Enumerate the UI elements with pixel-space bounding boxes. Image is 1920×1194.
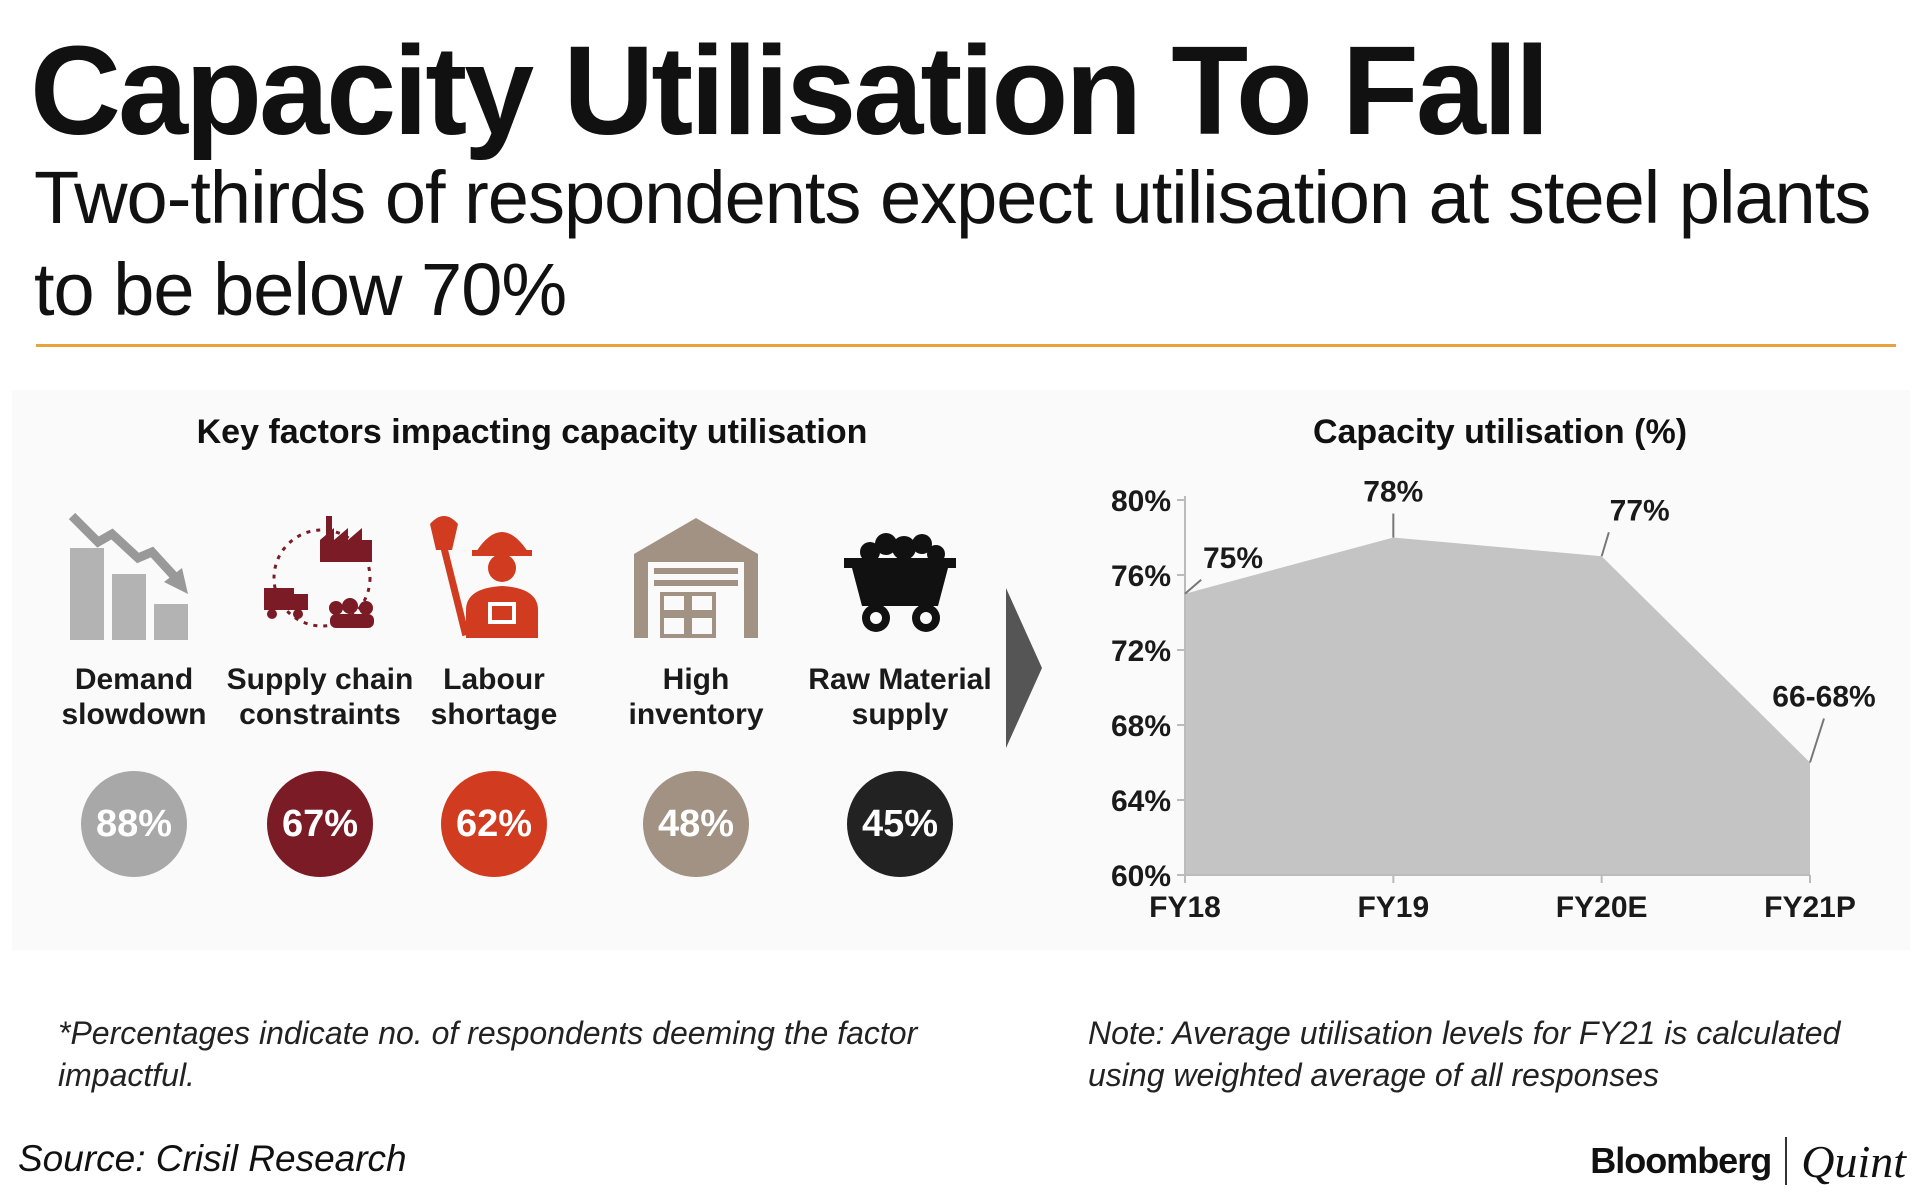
transition-arrow bbox=[1006, 588, 1042, 748]
factor-raw-material: Raw Material supply 45% bbox=[800, 510, 1000, 877]
x-tick-label: FY18 bbox=[1149, 891, 1221, 924]
factors-title: Key factors impacting capacity utilisati… bbox=[196, 413, 868, 451]
factor-percent-badge: 48% bbox=[643, 771, 749, 877]
data-label: 77% bbox=[1610, 494, 1670, 527]
factor-label: Labour shortage bbox=[430, 663, 558, 731]
y-tick-label: 68% bbox=[1111, 710, 1171, 743]
data-label-leader bbox=[1809, 718, 1825, 763]
title-divider bbox=[36, 344, 1896, 347]
x-tick-label: FY20E bbox=[1556, 891, 1648, 924]
data-label: 75% bbox=[1203, 542, 1263, 575]
capacity-area-chart: 60% 64% 68% 72% 76% 80% FY18 FY19 FY20E FY21P 75% 7… bbox=[1111, 476, 1876, 925]
chart-title: Capacity utilisation (%) bbox=[1312, 413, 1688, 451]
y-tick-label: 72% bbox=[1111, 635, 1171, 668]
page-title: Capacity Utilisation To Fall bbox=[30, 20, 1550, 161]
factor-label: Demand slowdown bbox=[61, 663, 207, 731]
factor-percent-badge: 88% bbox=[81, 771, 187, 877]
y-tick-label: 60% bbox=[1111, 860, 1171, 893]
demand-slowdown-icon bbox=[68, 512, 188, 640]
chart-note: Note: Average utilisation levels for FY2… bbox=[1088, 1015, 1841, 1093]
factor-labour-shortage: Labour shortage 62% bbox=[394, 510, 594, 877]
logo-divider bbox=[1785, 1137, 1788, 1185]
y-tick-label: 76% bbox=[1111, 560, 1171, 593]
warehouse-icon bbox=[634, 518, 758, 638]
logo-quint: Quint bbox=[1801, 1135, 1906, 1187]
factor-percent-badge: 45% bbox=[847, 771, 953, 877]
factor-demand-slowdown: Demand slowdown 88% bbox=[34, 510, 234, 877]
x-tick-label: FY19 bbox=[1357, 891, 1429, 924]
factor-label: High inventory bbox=[628, 663, 764, 731]
factors-footnote: *Percentages indicate no. of respondents… bbox=[58, 1015, 918, 1093]
factor-high-inventory: High inventory 48% bbox=[596, 510, 796, 877]
factor-percent-badge: 62% bbox=[441, 771, 547, 877]
factor-supply-chain: Supply chain constraints 67% bbox=[220, 510, 420, 877]
source-credit: Source: Crisil Research bbox=[18, 1138, 407, 1179]
supply-chain-icon bbox=[264, 516, 374, 628]
data-label-leader bbox=[1600, 531, 1610, 557]
page-subtitle: Two-thirds of respondents expect utilisa… bbox=[34, 156, 1871, 331]
coal-cart-icon bbox=[844, 533, 956, 632]
data-label: 78% bbox=[1363, 476, 1423, 509]
factor-percent-badge: 67% bbox=[267, 771, 373, 877]
labour-worker-icon bbox=[430, 516, 538, 638]
x-tick-label: FY21P bbox=[1764, 891, 1856, 924]
data-label: 66-68% bbox=[1772, 681, 1875, 714]
publisher-logo: Bloomberg Quint bbox=[1590, 1135, 1906, 1187]
factor-label: Raw Material supply bbox=[808, 663, 992, 731]
factor-label: Supply chain constraints bbox=[226, 663, 414, 731]
data-label-leader bbox=[1184, 578, 1202, 595]
y-tick-label: 64% bbox=[1111, 785, 1171, 818]
y-tick-label: 80% bbox=[1111, 485, 1171, 518]
area-series bbox=[1185, 537, 1810, 875]
logo-bloomberg: Bloomberg bbox=[1590, 1140, 1772, 1181]
